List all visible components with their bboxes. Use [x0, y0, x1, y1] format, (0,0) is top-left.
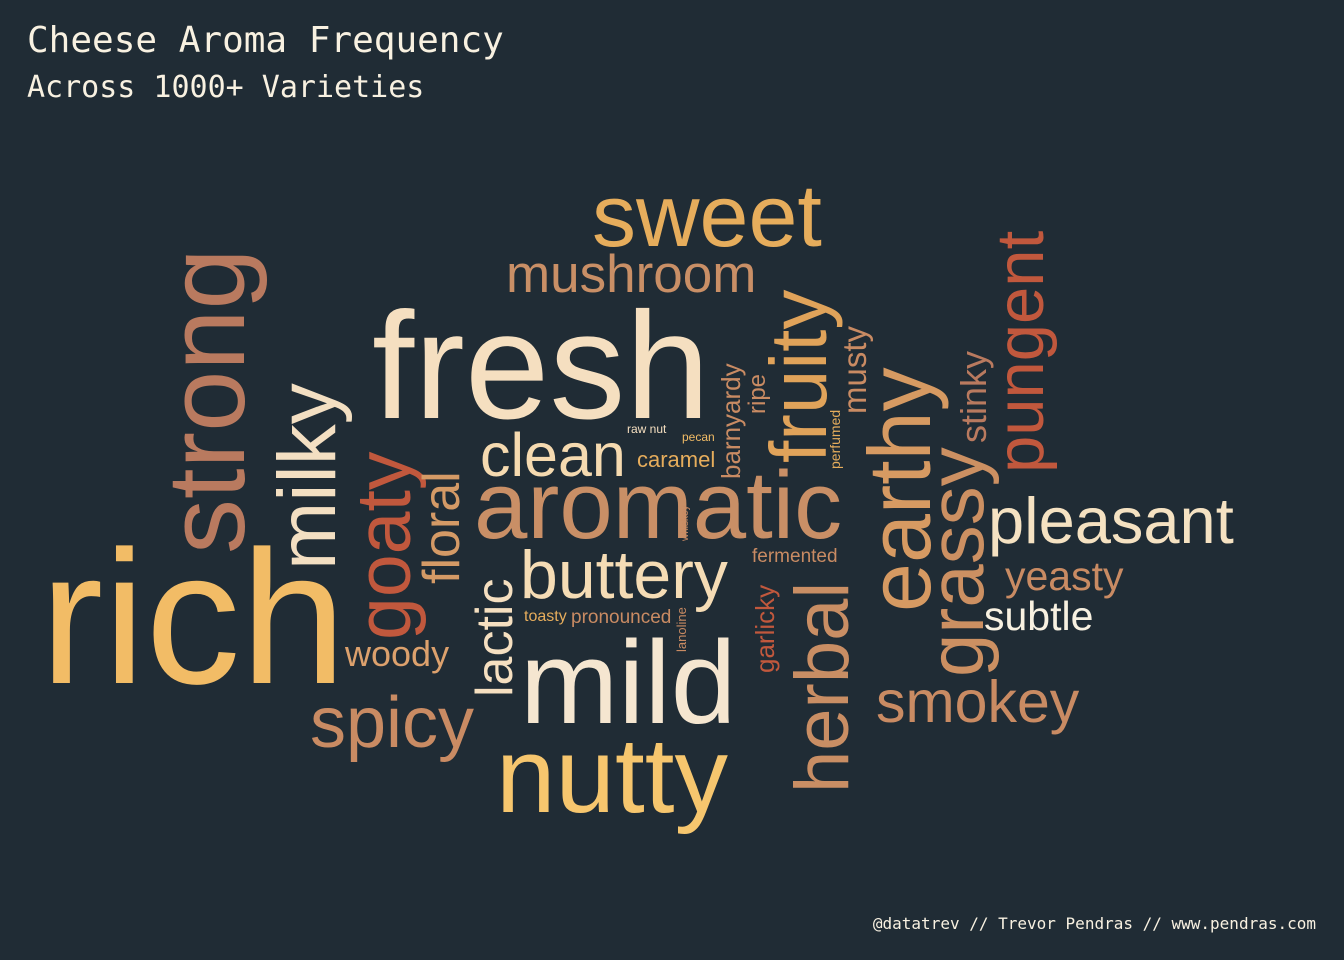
chart-title: Cheese Aroma Frequency	[27, 20, 504, 61]
word-strong: strong	[145, 248, 268, 554]
word-lanoline: lanoline	[674, 607, 689, 652]
word-lactic: lactic	[466, 579, 524, 697]
word-nutty: nutty	[496, 715, 728, 835]
word-mild: mild	[520, 617, 736, 749]
word-musty: musty	[836, 325, 873, 414]
word-rich: rich	[40, 512, 346, 724]
word-woody: woody	[344, 633, 449, 674]
word-stinky: stinky	[953, 351, 994, 443]
word-subtle: subtle	[984, 593, 1093, 639]
word-smokey: smokey	[876, 669, 1080, 735]
word-perfumed: perfumed	[827, 410, 843, 469]
word-toasty: toasty	[524, 608, 567, 625]
word-whiskey: whiskey	[680, 505, 691, 542]
word-aromatic: aromatic	[474, 452, 842, 559]
word-fruity: fruity	[754, 290, 843, 463]
word-clean: clean	[480, 421, 626, 489]
credit-line: @datatrev // Trevor Pendras // www.pendr…	[872, 914, 1316, 933]
word-yeasty: yeasty	[1005, 553, 1124, 599]
word-pronounced: pronounced	[571, 607, 671, 628]
word-sweet: sweet	[592, 166, 822, 265]
word-garlicky: garlicky	[750, 585, 780, 673]
word-fermented: fermented	[752, 546, 838, 567]
word-raw-nut: raw nut	[627, 422, 667, 436]
word-pungent: pungent	[983, 230, 1058, 473]
word-spicy: spicy	[310, 683, 474, 763]
word-grassy: grassy	[912, 447, 1000, 677]
word-earthy: earthy	[850, 367, 949, 612]
word-herbal: herbal	[780, 582, 865, 793]
word-milky: milky	[262, 383, 353, 570]
word-pecan: pecan	[682, 430, 715, 444]
word-goaty: goaty	[341, 451, 427, 640]
word-floral: floral	[413, 471, 471, 584]
word-barnyardy: barnyardy	[716, 363, 746, 479]
word-buttery: buttery	[520, 537, 728, 613]
chart-subtitle: Across 1000+ Varieties	[27, 70, 425, 105]
word-fresh: fresh	[372, 281, 710, 451]
word-caramel: caramel	[637, 447, 715, 472]
word-ripe: ripe	[744, 374, 771, 414]
word-pleasant: pleasant	[988, 484, 1234, 557]
word-mushroom: mushroom	[506, 245, 756, 304]
